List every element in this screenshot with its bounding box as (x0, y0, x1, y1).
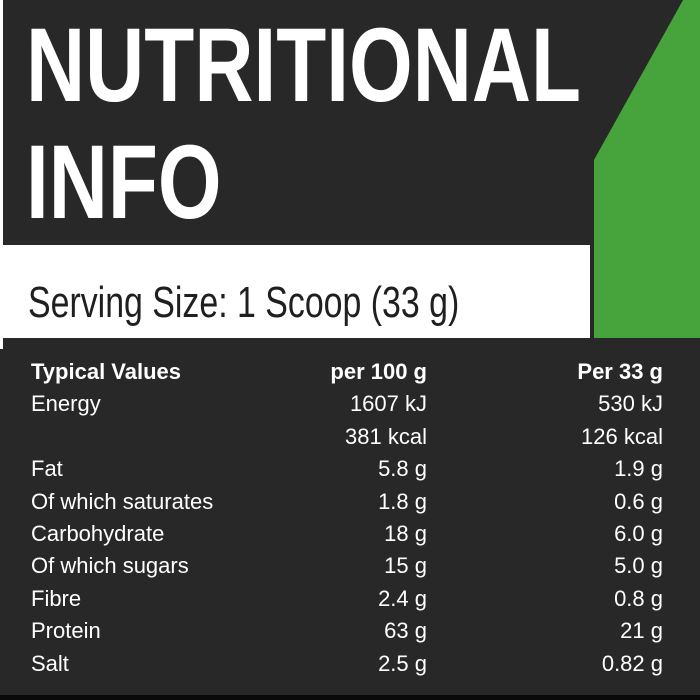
title-line-1: NUTRITIONAL (26, 7, 582, 124)
value-per-33g: 6.0 g (614, 520, 663, 546)
row-label: Salt (31, 650, 69, 676)
row-label: Protein (31, 618, 101, 644)
table-row: Salt 2.5 g 0.82 g (0, 648, 700, 680)
column-header-per-33g: Per 33 g (577, 359, 663, 384)
value-per-100g: 2.5 g (378, 650, 427, 676)
table-row: Energy 1607 kJ 530 kJ (0, 388, 700, 420)
value-per-33g: 0.82 g (601, 650, 663, 676)
value-per-33g: 21 g (620, 618, 663, 644)
value-per-33g: 1.9 g (614, 456, 663, 482)
table-row: Protein 63 g 21 g (0, 615, 700, 647)
value-per-100g: 18 g (384, 520, 427, 546)
label-title: NUTRITIONAL INFO (26, 7, 581, 241)
left-border (0, 0, 3, 349)
serving-size-text: Serving Size: 1 Scoop (33 g) (28, 278, 460, 327)
value-per-100g: 1.8 g (378, 488, 427, 514)
value-per-100g: 1607 kJ (349, 391, 427, 417)
value-per-33g: 126 kcal (581, 423, 663, 449)
value-per-33g: 5.0 g (614, 553, 663, 579)
column-header-typical-values: Typical Values (31, 359, 182, 384)
table-row: Fibre 2.4 g 0.8 g (0, 583, 700, 615)
value-per-33g: 0.6 g (614, 488, 663, 514)
title-line-2: INFO (26, 124, 222, 241)
value-per-33g: 0.8 g (614, 585, 663, 611)
row-label: Of which saturates (31, 488, 214, 514)
row-label: Fat (31, 456, 63, 482)
row-label: Energy (31, 391, 101, 417)
table-row: 381 kcal 126 kcal (0, 421, 700, 453)
table-row: Carbohydrate 18 g 6.0 g (0, 518, 700, 550)
nutrition-table: Typical Values per 100 g Per 33 g Energy… (0, 356, 700, 680)
table-row: Of which sugars 15 g 5.0 g (0, 550, 700, 582)
value-per-100g: 5.8 g (378, 456, 427, 482)
table-row: Of which saturates 1.8 g 0.6 g (0, 486, 700, 518)
table-row: Fat 5.8 g 1.9 g (0, 453, 700, 485)
row-label: Of which sugars (31, 553, 189, 579)
value-per-100g: 2.4 g (378, 585, 427, 611)
row-label: Carbohydrate (31, 520, 165, 546)
value-per-100g: 381 kcal (345, 423, 427, 449)
bottom-border (0, 695, 700, 700)
value-per-100g: 15 g (384, 553, 427, 579)
green-accent-shape (594, 0, 700, 338)
serving-size-band: Serving Size: 1 Scoop (33 g) (0, 245, 590, 338)
value-per-33g: 530 kJ (598, 391, 663, 417)
column-header-per-100g: per 100 g (330, 359, 427, 384)
table-header-row: Typical Values per 100 g Per 33 g (0, 356, 700, 388)
value-per-100g: 63 g (384, 618, 427, 644)
row-label: Fibre (31, 585, 82, 611)
